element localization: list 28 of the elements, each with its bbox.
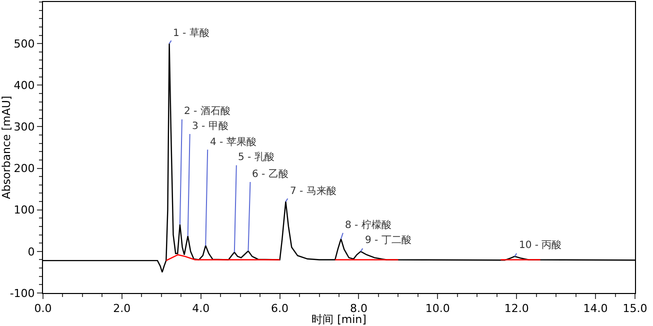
annotation: 3 - 甲酸	[192, 120, 228, 132]
y-tick-label: 400	[14, 78, 35, 92]
annotation: 9 - 丁二酸	[365, 234, 412, 246]
annotation: 5 - 乳酸	[238, 151, 274, 163]
x-tick-label: 6.0	[271, 302, 289, 316]
y-tick-label: 100	[14, 204, 35, 217]
x-tick-label: 15.0	[622, 302, 648, 316]
x-tick-label: 0.0	[34, 302, 52, 316]
y-tick-label: 200	[14, 162, 35, 176]
x-tick-label: 10.0	[425, 302, 450, 316]
annotation: 8 - 柠檬酸	[345, 219, 392, 231]
y-tick-label: 0	[28, 245, 35, 258]
annotation: 1 - 草酸	[173, 27, 210, 39]
annotation: 4 - 苹果酸	[210, 136, 256, 148]
x-tick-label: 14.0	[583, 302, 608, 316]
x-tick-label: 12.0	[504, 302, 529, 316]
annotation: 2 - 酒石酸	[184, 105, 230, 117]
y-tick-label: -100	[10, 286, 35, 300]
annotation: 6 - 乙酸	[252, 168, 288, 180]
x-tick-label: 2.0	[113, 302, 131, 316]
y-tick-label: 500	[14, 37, 35, 50]
annotation: 10 - 丙酸	[519, 239, 562, 251]
x-tick-label: 8.0	[350, 302, 368, 316]
annotation: 7 - 马来酸	[290, 185, 336, 197]
y-tick-label: 300	[14, 120, 35, 134]
x-tick-label: 4.0	[192, 302, 210, 316]
y-axis-title: Absorbance [mAU]	[0, 96, 13, 200]
x-axis-title: 时间 [min]	[312, 313, 366, 326]
